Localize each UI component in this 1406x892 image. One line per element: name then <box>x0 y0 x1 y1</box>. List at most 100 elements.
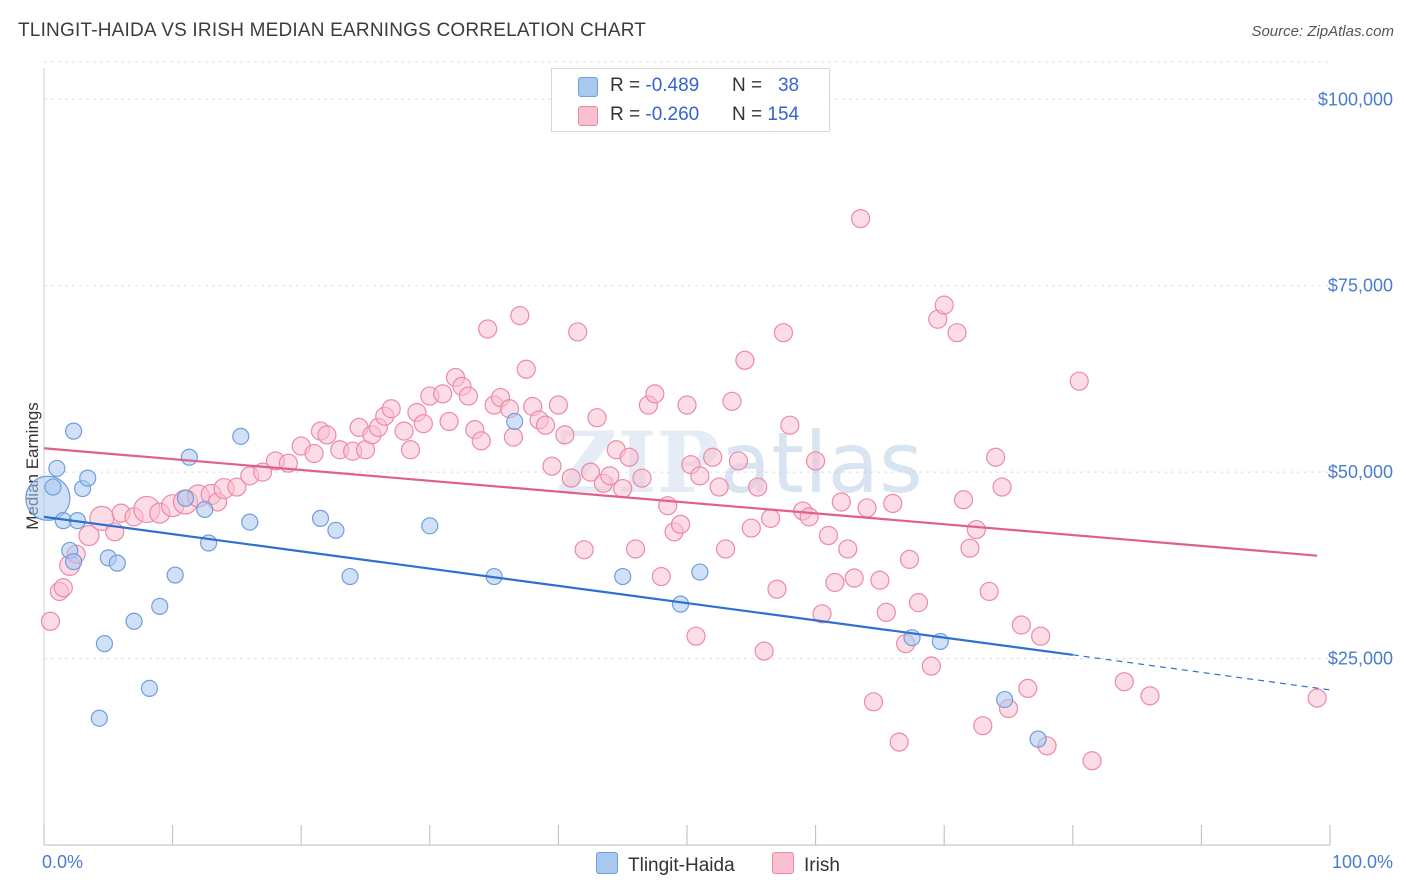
data-point <box>44 478 62 496</box>
data-point <box>79 469 97 487</box>
data-point <box>767 579 787 599</box>
series-layer <box>25 209 1327 771</box>
data-point <box>979 581 999 602</box>
data-point <box>1114 672 1134 692</box>
bottom-legend-swatch-tlingit <box>596 852 618 874</box>
data-point <box>1031 626 1051 646</box>
y-tick-label: $50,000 <box>1328 462 1393 482</box>
data-point <box>568 322 588 342</box>
data-point <box>805 451 826 471</box>
data-point <box>327 521 345 539</box>
data-point <box>317 425 337 445</box>
data-point <box>587 408 607 428</box>
y-tick-label: $100,000 <box>1318 89 1393 109</box>
data-point <box>510 305 530 326</box>
data-point <box>125 612 143 630</box>
trend-line-irish <box>43 447 1318 557</box>
data-point <box>413 414 433 434</box>
data-point <box>555 425 575 445</box>
data-point <box>921 656 941 676</box>
data-point <box>863 692 884 712</box>
data-point <box>614 567 632 586</box>
data-point <box>535 415 556 435</box>
data-point <box>722 391 742 411</box>
data-point <box>1082 751 1102 771</box>
data-point <box>151 597 169 615</box>
data-point <box>691 563 709 581</box>
data-point <box>613 478 633 499</box>
data-point <box>986 447 1006 467</box>
data-point <box>341 567 359 586</box>
data-point <box>812 604 832 624</box>
data-point <box>503 427 523 447</box>
data-point <box>439 411 459 432</box>
data-point <box>394 421 414 441</box>
y-tick-label: $75,000 <box>1328 276 1393 296</box>
data-point <box>421 517 439 535</box>
data-point <box>844 568 864 588</box>
data-point <box>677 395 697 415</box>
bottom-legend-label: Irish <box>804 855 840 876</box>
data-point <box>78 524 100 547</box>
legend-row-tlingit: R = -0.489 N = 38 <box>552 71 829 101</box>
data-point <box>580 462 601 482</box>
data-point <box>741 518 761 538</box>
data-point <box>90 709 108 727</box>
x-tick-label: 100.0% <box>1332 852 1393 872</box>
data-point <box>140 679 159 698</box>
legend-r-label: R = -0.260 <box>610 104 700 125</box>
data-point <box>311 509 330 527</box>
legend-swatch-irish <box>578 106 598 126</box>
data-point <box>899 549 920 569</box>
data-point <box>1069 371 1089 391</box>
data-point <box>53 578 73 598</box>
data-point <box>670 514 691 534</box>
data-point <box>947 323 967 343</box>
data-point <box>690 466 710 486</box>
data-point <box>651 566 671 587</box>
source-label: Source: ZipAtlas.com <box>1251 23 1394 40</box>
data-point <box>780 415 800 435</box>
data-point <box>735 350 755 370</box>
data-point <box>1140 686 1160 706</box>
data-point <box>1018 678 1038 699</box>
data-point <box>883 493 903 514</box>
data-point <box>960 538 980 558</box>
bottom-legend: Tlingit-Haida Irish <box>0 852 1406 878</box>
data-point <box>1307 688 1327 708</box>
data-point <box>108 554 126 572</box>
bottom-legend-swatch-irish <box>772 852 794 874</box>
chart-title: TLINGIT-HAIDA VS IRISH MEDIAN EARNINGS C… <box>18 20 647 41</box>
axes <box>43 68 1331 846</box>
data-point <box>574 540 594 560</box>
data-point <box>561 468 581 488</box>
data-point <box>64 422 83 440</box>
data-point <box>851 209 871 229</box>
data-point <box>973 716 993 736</box>
data-point <box>799 507 819 527</box>
data-point <box>433 384 453 404</box>
data-point <box>458 386 478 406</box>
data-point <box>400 440 421 460</box>
data-point <box>166 566 184 584</box>
data-point <box>934 295 954 315</box>
series-tlingit-haida <box>25 412 1047 748</box>
data-point <box>48 459 66 478</box>
data-point <box>241 513 259 531</box>
data-point <box>831 492 851 512</box>
data-point <box>40 611 61 631</box>
data-point <box>1011 615 1031 635</box>
legend-swatch-tlingit <box>578 77 598 97</box>
data-point <box>227 477 247 497</box>
legend-n-label: N = 38 <box>732 75 800 96</box>
data-point <box>996 690 1014 709</box>
legend-row-irish: R = -0.260 N = 154 <box>552 100 829 130</box>
data-point <box>196 500 214 519</box>
data-point <box>542 456 562 476</box>
legend-n-label: N = 154 <box>732 104 800 125</box>
data-point <box>908 593 929 613</box>
data-point <box>748 477 768 497</box>
data-point <box>1029 730 1047 748</box>
